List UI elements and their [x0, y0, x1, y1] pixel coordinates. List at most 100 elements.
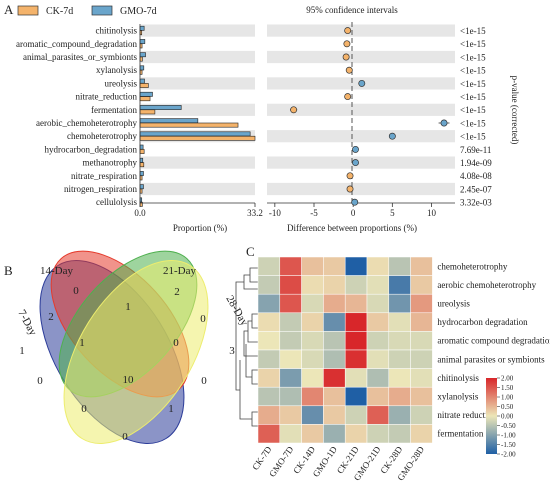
bar-ck	[139, 109, 156, 115]
heatmap-cell	[279, 386, 302, 407]
heatmap-cell	[410, 424, 433, 444]
bar-ck	[139, 96, 151, 102]
bar-row-stripe	[141, 182, 255, 196]
heatmap-cell	[301, 312, 324, 332]
heatmap-cell	[366, 312, 390, 332]
heatmap-cell	[279, 424, 302, 444]
heatmap-cell	[344, 293, 368, 314]
legend-swatch-gmo	[91, 5, 113, 16]
p-values: <1e-15 <1e-15 <1e-15 <1e-15 <1e-15 <1e-15 <1e-…	[460, 26, 492, 208]
category-label: animal_parasites_or_symbionts	[23, 52, 137, 62]
colorbar-tick-label: 1.00	[501, 394, 514, 402]
venn-label-21: 21-Day	[163, 265, 196, 277]
bar-row-stripe	[141, 156, 255, 169]
heatmap-cell	[410, 275, 433, 295]
venn-count-7-14: 2	[48, 311, 54, 323]
heatmap-cell	[366, 275, 390, 295]
heatmap-cell	[323, 312, 346, 332]
ci-point	[352, 145, 359, 153]
heatmap-cell	[257, 331, 281, 351]
heatmap-cell	[366, 256, 390, 276]
ci-xlabel: Difference between proportions (%)	[287, 223, 417, 233]
heatmap-cell	[301, 424, 324, 444]
ci-tick-label: 10	[427, 208, 437, 218]
heatmap-cell	[279, 368, 302, 388]
bar-gmo	[139, 91, 153, 97]
bar-gmo	[139, 65, 145, 71]
heatmap-cell	[323, 424, 346, 444]
bar-ck	[139, 135, 256, 141]
heatmap-cell	[301, 368, 324, 388]
p-value-label: 7.69e-11	[460, 145, 491, 155]
colorbar-tick-label: -0.50	[501, 422, 516, 430]
heatmap-row-label: ureolysis	[437, 299, 470, 309]
ci-point	[344, 27, 352, 35]
legend-swatch-ck	[17, 5, 39, 16]
heatmap-cell	[388, 368, 411, 388]
p-value-label: <1e-15	[460, 52, 486, 62]
bar-gmo	[139, 171, 144, 176]
category-label: chemoheterotrophy	[67, 131, 137, 141]
category-label: nitrogen_respiration	[64, 184, 137, 194]
row-stripes	[141, 24, 455, 196]
venn-set-28	[63, 260, 209, 444]
heatmap-cell	[410, 256, 433, 276]
heatmap-row-label: hydrocarbon degradation	[437, 317, 528, 327]
venn-count-7-14-28: 0	[81, 403, 87, 415]
heatmap-cell	[344, 405, 368, 425]
ci-tick-label: 0	[351, 208, 356, 218]
pvalue-axis-label: p-value (corrected)	[510, 76, 520, 145]
bar-row-stripe	[141, 77, 255, 90]
bar-gmo	[139, 25, 145, 31]
venn-count-only-28: 3	[229, 345, 235, 357]
ci-points	[290, 27, 450, 206]
bar-ck	[139, 83, 149, 88]
heatmap-cells	[257, 256, 433, 444]
heatmap-cell	[301, 331, 324, 351]
panel-a-label: A	[4, 2, 14, 17]
venn-count-7-21-28: 1	[168, 403, 174, 415]
heatmap-cell	[344, 349, 368, 369]
ci-point	[358, 79, 366, 87]
p-value-label: <1e-15	[460, 118, 486, 128]
heatmap-cell	[388, 293, 411, 314]
ci-point	[343, 40, 351, 48]
colorbar-tick-label: 0.50	[501, 403, 514, 411]
ci-point	[342, 53, 350, 61]
heatmap-cell	[388, 256, 411, 276]
venn-count-7-14-21: 1	[79, 337, 85, 349]
bar-gmo	[139, 105, 182, 110]
ci-point	[344, 93, 352, 101]
category-label: methanotrophy	[83, 158, 138, 168]
ci-point	[352, 159, 359, 167]
category-labels: chitinolysis aromatic_compound_degradatio…	[16, 26, 137, 208]
bar-gmo	[139, 52, 146, 58]
heatmap-cell	[344, 424, 368, 444]
heatmap-cell	[388, 331, 411, 351]
ci-title: 95% confidence intervals	[306, 5, 398, 15]
legend-label-ck: CK-7d	[46, 6, 73, 17]
heatmap-cell	[344, 368, 368, 388]
legend-label-gmo: GMO-7d	[120, 6, 157, 17]
bar-gmo	[139, 157, 144, 163]
bar-row-stripe	[141, 50, 255, 64]
ci-point	[345, 66, 353, 74]
heatmap-cell	[279, 256, 302, 276]
ci-row-stripe	[267, 24, 455, 37]
p-value-label: <1e-15	[460, 92, 486, 102]
colorbar-tick-label: 2.00	[501, 375, 514, 383]
heatmap-row-label: chitinolysis	[437, 373, 479, 383]
venn-count-7-28: 0	[37, 375, 43, 387]
ci-tick-label: -5	[310, 208, 318, 218]
legend: CK-7d GMO-7d	[17, 5, 157, 17]
p-value-label: <1e-15	[460, 39, 486, 49]
heatmap-cell	[257, 312, 281, 332]
bar-xtick-max: 33.2	[247, 208, 263, 218]
p-value-label: 1.94e-09	[460, 158, 492, 168]
heatmap-cell	[257, 293, 281, 314]
heatmap-cell	[279, 312, 302, 332]
ci-point	[440, 119, 448, 127]
proportion-bars	[139, 25, 256, 207]
panel-b-label: B	[4, 263, 13, 278]
